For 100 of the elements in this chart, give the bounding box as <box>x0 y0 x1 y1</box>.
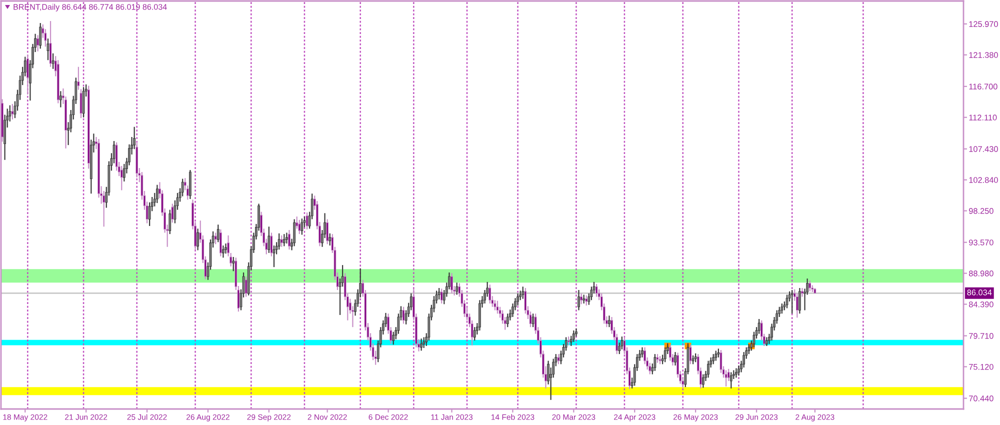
candlestick <box>522 286 524 300</box>
candlestick <box>326 218 329 245</box>
candlestick <box>328 232 332 246</box>
y-tick-label: 93.570 <box>969 240 994 246</box>
candlestick <box>26 54 29 96</box>
y-tick-label: 112.110 <box>969 114 997 120</box>
candlestick <box>219 228 222 257</box>
candlestick <box>735 368 738 378</box>
y-tick-label: 98.250 <box>969 208 994 214</box>
candlestick <box>724 370 728 387</box>
candlestick <box>402 306 405 324</box>
candlestick <box>422 336 426 349</box>
candlestick <box>44 28 47 48</box>
y-tick-label: 121.380 <box>969 52 998 58</box>
candlestick <box>196 228 200 251</box>
candlestick <box>438 287 440 300</box>
candlestick <box>171 203 174 224</box>
candlestick <box>11 103 14 120</box>
candlestick <box>654 354 656 372</box>
candlestick <box>286 232 288 244</box>
candlestick <box>49 20 52 68</box>
candlestick <box>488 284 492 304</box>
candlestick <box>516 292 519 306</box>
candlestick <box>707 360 710 378</box>
chart-title: BRENT,Daily 86.644 86.774 86.019 86.034 <box>14 4 167 12</box>
candlestick <box>752 331 756 348</box>
candlestick <box>714 350 718 362</box>
y-tick-label: 102.840 <box>969 177 998 183</box>
candlestick <box>720 349 722 374</box>
ref-line-label: 86.034 <box>967 290 992 296</box>
candlestick <box>82 86 85 118</box>
candlestick <box>392 331 395 346</box>
candlestick <box>120 165 123 191</box>
candlestick <box>738 364 740 376</box>
y-tick-label: 84.390 <box>968 301 994 308</box>
candlestick <box>420 338 422 352</box>
y-tick-label: 79.710 <box>969 333 994 339</box>
candlestick <box>641 346 644 358</box>
candlestick <box>293 218 296 247</box>
candlestick <box>39 22 42 50</box>
candlestick <box>730 372 732 389</box>
candlestick <box>216 224 220 243</box>
candlestick <box>674 351 676 366</box>
candlestick <box>595 283 598 298</box>
candlestick <box>506 313 509 328</box>
candlestick <box>585 294 588 306</box>
candlestick <box>668 344 672 362</box>
candlestick <box>473 326 476 342</box>
candlestick <box>156 184 158 204</box>
candlestick <box>748 343 750 355</box>
candlestick <box>168 209 172 235</box>
y-tick-label: 70.440 <box>969 396 994 402</box>
candlestick <box>532 313 534 328</box>
candlestick <box>478 300 481 332</box>
candlestick <box>52 52 54 70</box>
candlestick <box>456 282 458 296</box>
candlestick <box>780 302 784 314</box>
candlestick <box>664 346 666 363</box>
candlestick <box>270 232 273 257</box>
candlestick <box>222 244 224 258</box>
candlestick <box>796 292 798 318</box>
candlestick <box>288 229 290 250</box>
y-tick-label: 75.120 <box>969 364 994 370</box>
candlestick <box>298 219 301 235</box>
candlestick <box>224 242 227 254</box>
candlestick <box>214 232 217 245</box>
candlestick <box>272 244 276 268</box>
candlestick <box>280 234 283 248</box>
candlestick <box>244 276 248 298</box>
candlestick <box>46 38 50 61</box>
candlestick <box>798 287 801 314</box>
candlestick <box>742 351 746 368</box>
candlestick <box>440 288 443 304</box>
candlestick <box>189 169 192 200</box>
candlestick <box>702 374 704 388</box>
candlestick <box>306 212 308 230</box>
candlestick <box>36 34 40 52</box>
candlestick <box>801 287 804 298</box>
y-tick-label: 116.700 <box>969 84 998 90</box>
candlestick <box>590 286 593 301</box>
candlestick <box>494 300 496 311</box>
candlestick <box>712 354 715 365</box>
candlestick <box>758 318 760 334</box>
candlestick <box>808 280 812 292</box>
candlestick <box>450 272 453 294</box>
y-tick-label: 125.970 <box>969 21 998 27</box>
candlestick <box>608 315 610 328</box>
y-tick-label: 107.430 <box>969 146 998 152</box>
candlestick <box>790 289 794 314</box>
candlestick <box>268 226 270 254</box>
candlestick <box>620 336 624 350</box>
candlestick <box>232 256 235 272</box>
candlestick <box>557 354 560 365</box>
candlestick <box>496 300 499 314</box>
candlestick <box>278 232 280 250</box>
candlestick <box>580 292 582 305</box>
candlestick <box>572 330 575 342</box>
candlestick <box>102 190 106 228</box>
candlestick <box>282 234 286 247</box>
candlestick <box>578 289 580 311</box>
